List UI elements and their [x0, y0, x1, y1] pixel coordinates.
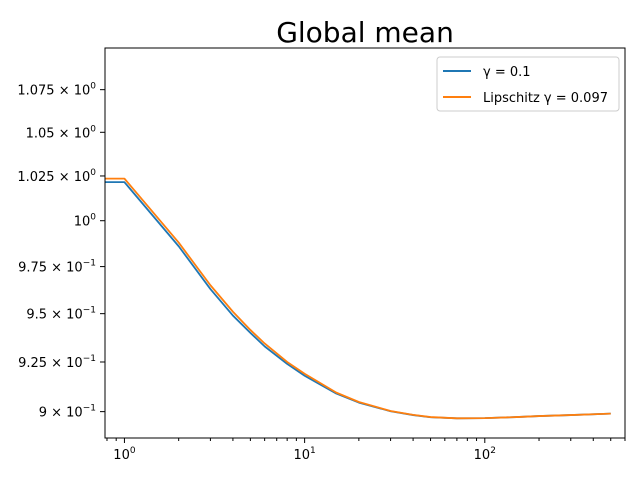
series-line-0	[105, 181, 611, 420]
y-tick-label-0: 9 × 10−1	[39, 404, 96, 421]
legend-box	[436, 56, 620, 112]
y-tick-label-4: 100	[74, 213, 97, 230]
y-tick-label-7: 1.075 × 100	[17, 82, 96, 99]
y-tick-label-2: 9.5 × 10−1	[26, 306, 96, 323]
y-tick-label-5: 1.025 × 100	[17, 168, 96, 185]
x-tick-label-2: 102	[474, 446, 496, 463]
axes-frame	[104, 47, 626, 439]
plot-area	[105, 177, 611, 420]
legend: γ = 0.1 Lipschitz γ = 0.097	[436, 56, 620, 112]
chart-title: Global mean	[276, 16, 454, 49]
y-tick-label-3: 9.75 × 10−1	[18, 259, 96, 276]
x-axis: 100 101 102	[106, 438, 626, 463]
y-tick-label-6: 1.05 × 100	[26, 124, 97, 141]
legend-label-0: γ = 0.1	[483, 65, 531, 80]
x-tick-label-1: 101	[293, 446, 315, 463]
y-axis: 9 × 10−1 9.25 × 10−1 9.5 × 10−1 9.75 × 10−1…	[17, 82, 105, 421]
series-line-1	[105, 177, 611, 420]
x-tick-label-0: 100	[113, 446, 136, 463]
legend-label-1: Lipschitz γ = 0.097	[483, 91, 608, 106]
y-tick-label-1: 9.25 × 10−1	[18, 354, 96, 371]
